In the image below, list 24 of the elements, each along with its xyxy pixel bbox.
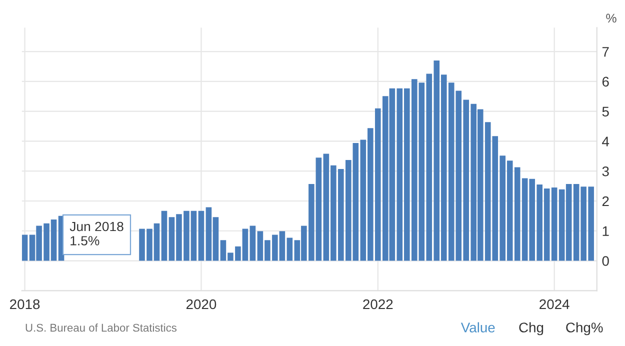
- bar: [250, 226, 256, 261]
- y-tick-label: 6: [602, 76, 609, 87]
- text: Chg: [519, 322, 544, 336]
- y-tick-label: 7: [602, 47, 609, 57]
- x-tick-label: 2024: [540, 299, 570, 310]
- annotation: Jun 2018 1.5%: [70, 222, 124, 246]
- bar: [161, 210, 168, 261]
- x-tick-label: 2022: [363, 299, 393, 310]
- bar: [286, 238, 293, 261]
- bar: [551, 188, 558, 261]
- text: Chg%: [566, 322, 603, 336]
- text: U.S. Bureau of Labor Statistics: [26, 324, 177, 332]
- x-tick-label: 2018: [10, 299, 40, 310]
- y-tick-label: 0: [602, 256, 609, 266]
- y-tick-label: 3: [602, 166, 609, 176]
- x-tick-label: 2020: [186, 299, 216, 310]
- y-axis-title: %: [606, 14, 616, 23]
- y-tick-label: 1: [602, 226, 609, 236]
- y-tick-label: 4: [602, 136, 610, 146]
- bar: [22, 234, 28, 261]
- text: Value: [460, 322, 495, 332]
- bar: [198, 210, 204, 261]
- y-tick-label: 2: [602, 196, 609, 206]
- y-tick-label: 5: [602, 106, 609, 117]
